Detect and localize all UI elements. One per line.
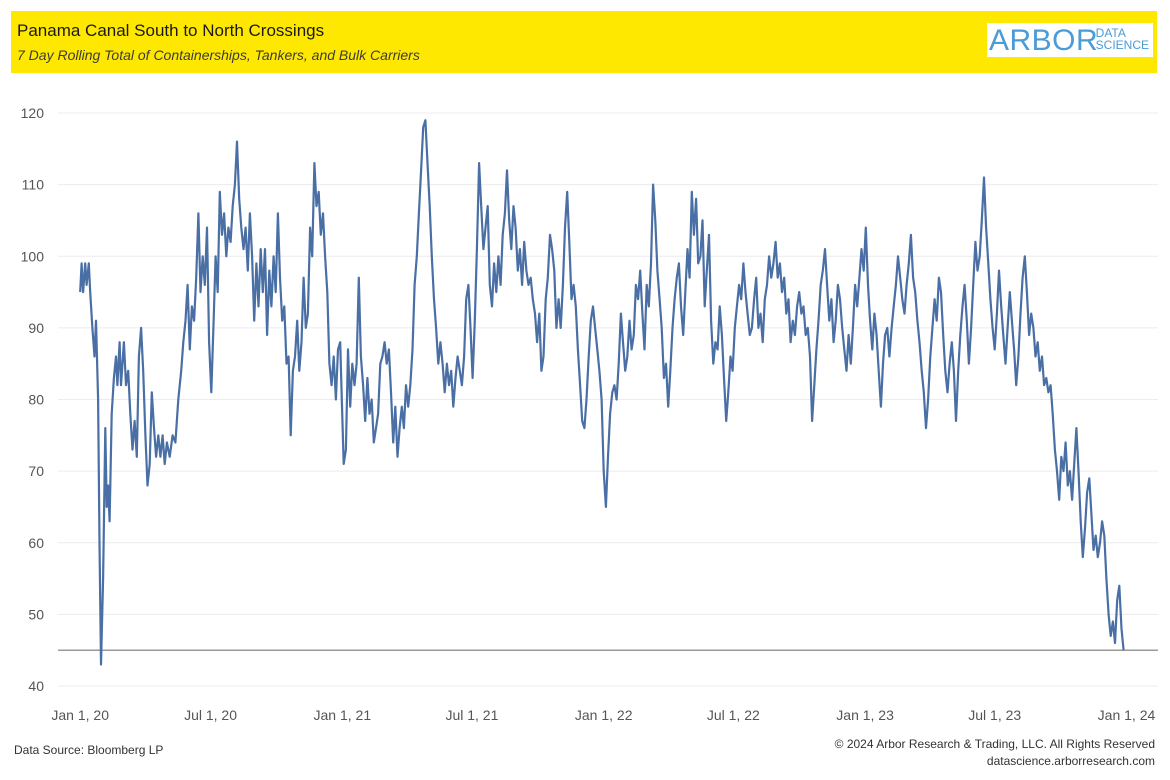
x-tick-label: Jan 1, 22 — [575, 707, 633, 723]
y-tick-label: 110 — [22, 177, 45, 193]
y-tick-label: 120 — [21, 105, 45, 121]
chart-title: Panama Canal South to North Crossings — [17, 21, 325, 40]
website-text: datascience.arborresearch.com — [986, 754, 1155, 768]
y-tick-label: 60 — [28, 535, 44, 551]
x-tick-label: Jul 1, 21 — [445, 707, 498, 723]
x-tick-label: Jan 1, 24 — [1098, 707, 1156, 723]
x-tick-label: Jan 1, 23 — [836, 707, 894, 723]
x-tick-label: Jul 1, 22 — [707, 707, 760, 723]
y-tick-label: 50 — [28, 606, 44, 622]
copyright-text: © 2024 Arbor Research & Trading, LLC. Al… — [834, 737, 1155, 751]
logo-subtext: DATA SCIENCE — [1096, 27, 1149, 51]
series-line — [79, 119, 1125, 666]
x-tick-label: Jan 1, 21 — [314, 707, 372, 723]
y-tick-label: 40 — [28, 678, 44, 694]
x-tick-label: Jan 1, 20 — [51, 707, 109, 723]
arbor-logo: ARBOR DATA SCIENCE — [987, 23, 1153, 57]
series-layer — [79, 119, 1125, 666]
chart-subtitle: 7 Day Rolling Total of Containerships, T… — [17, 47, 420, 63]
y-axis: 40 50 60 70 80 90 100 110 120 — [21, 105, 45, 694]
footer-credits: © 2024 Arbor Research & Trading, LLC. Al… — [835, 736, 1155, 770]
logo-subtext-line1: DATA — [1095, 26, 1126, 40]
gridlines — [58, 112, 1158, 687]
y-tick-label: 90 — [28, 320, 44, 336]
x-tick-label: Jul 1, 23 — [968, 707, 1021, 723]
chart-header: Panama Canal South to North Crossings 7 … — [11, 11, 1157, 73]
logo-wordmark: ARBOR — [989, 24, 1099, 57]
y-tick-label: 100 — [21, 248, 45, 264]
data-source: Data Source: Bloomberg LP — [14, 743, 164, 757]
logo-subtext-line2: SCIENCE — [1095, 38, 1149, 52]
x-tick-label: Jul 1, 20 — [184, 707, 237, 723]
y-tick-label: 70 — [28, 463, 44, 479]
x-axis: Jan 1, 20 Jul 1, 20 Jan 1, 21 Jul 1, 21 Jan … — [51, 707, 1155, 723]
y-tick-label: 80 — [28, 392, 44, 408]
